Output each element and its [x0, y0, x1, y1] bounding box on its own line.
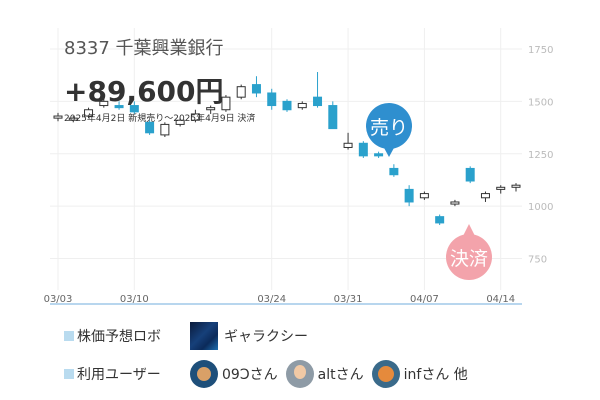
candle-body — [343, 142, 353, 148]
candle-body — [435, 216, 445, 224]
users-label-bullet-icon — [64, 369, 74, 379]
candle-body — [114, 105, 124, 109]
robot-label: 株価予想ロボ — [77, 329, 161, 345]
users-row: 利用ユーザー 09Ɔさん altさん infさん 他 — [64, 360, 476, 388]
monkey-avatar-icon[interactable] — [190, 360, 218, 388]
profit-amount: +89,600円 — [64, 75, 224, 108]
y-tick-label: 1250 — [528, 150, 553, 161]
candle-body — [328, 105, 338, 130]
x-tick-label: 03/31 — [334, 294, 363, 305]
y-tick-label: 1750 — [528, 45, 553, 56]
candle-body — [450, 201, 460, 205]
candle-body — [267, 92, 277, 107]
y-tick-label: 1500 — [528, 97, 553, 108]
x-tick-label: 04/07 — [410, 294, 439, 305]
user-item[interactable]: infさん 他 — [371, 360, 468, 388]
candle-body — [404, 188, 414, 203]
candle-body — [511, 184, 521, 188]
candle-body — [160, 123, 170, 136]
candle-body — [374, 153, 384, 157]
candle-body — [389, 167, 399, 176]
y-tick-label: 1000 — [528, 202, 553, 213]
candle-body — [251, 84, 261, 94]
x-tick-label: 03/24 — [257, 294, 286, 305]
user-item[interactable]: 09Ɔさん — [190, 360, 278, 388]
candle-body — [145, 121, 155, 134]
user-item[interactable]: altさん — [285, 360, 364, 388]
sell-marker-bubble: 売り — [366, 103, 412, 157]
y-tick-label: 750 — [528, 255, 547, 266]
user-name[interactable]: altさん — [317, 367, 364, 383]
candle-body — [68, 117, 78, 121]
candle-body — [206, 107, 216, 111]
candle-body — [221, 96, 231, 111]
stock-title: 8337 千葉興業銀行 — [64, 38, 224, 59]
candle-body — [297, 102, 307, 109]
robot-label-bullet-icon — [64, 331, 74, 341]
candle-body — [282, 100, 292, 111]
candle-body — [419, 193, 429, 199]
candle-body — [313, 96, 323, 107]
candle-body — [175, 119, 185, 125]
candle-body — [53, 115, 63, 119]
user-name[interactable]: 09Ɔさん — [222, 367, 278, 383]
settle-marker-bubble: 決済 — [446, 224, 492, 280]
x-tick-label: 04/14 — [486, 294, 515, 305]
galaxy-thumbnail-icon[interactable] — [190, 322, 218, 350]
x-tick-label: 03/10 — [120, 294, 149, 305]
user-name[interactable]: infさん 他 — [403, 367, 468, 383]
users-label-wrap: 利用ユーザー — [64, 364, 190, 384]
candle-body — [99, 100, 109, 107]
candle-body — [190, 113, 200, 121]
candle-body — [480, 193, 490, 199]
users-label: 利用ユーザー — [77, 367, 161, 383]
robot-name-link[interactable]: ギャラクシー — [224, 329, 308, 345]
candle-body — [129, 105, 139, 113]
trade-period: 2025年4月2日 新規売り〜2025年4月9日 決済 — [64, 114, 256, 124]
candlestick-chart: 750 1000 1250 1500 1750 03/03 03/10 03/24 03/31 0… — [44, 28, 553, 305]
prediction-robot-row: 株価予想ロボ ギャラクシー — [64, 322, 308, 350]
candle-body — [496, 186, 506, 190]
x-tick-label: 03/03 — [44, 294, 73, 305]
candle-body — [358, 142, 368, 157]
robot-label-wrap: 株価予想ロボ — [64, 326, 190, 346]
candle-body — [236, 86, 246, 98]
tiger-avatar-icon[interactable] — [371, 360, 400, 388]
candle-body — [465, 167, 475, 182]
person-avatar-icon[interactable] — [285, 360, 314, 388]
candle-body — [84, 109, 94, 117]
